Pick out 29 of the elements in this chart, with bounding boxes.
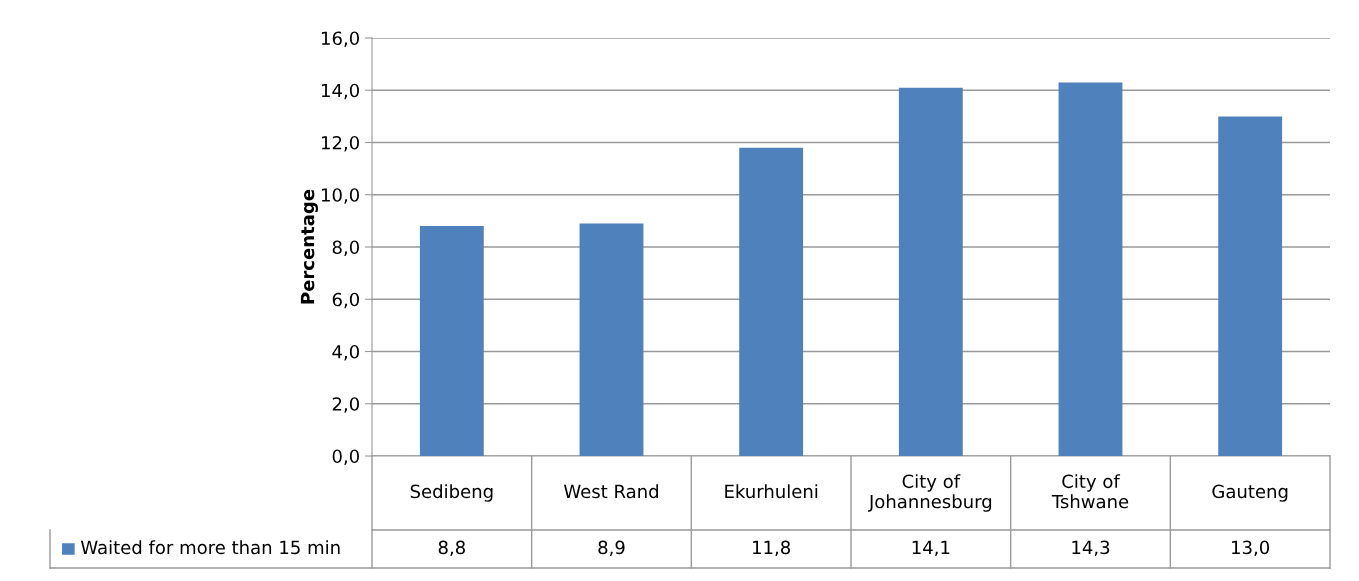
y-tick-label: 8,0 [332,240,359,256]
x-tick-label: City of Johannesburg [868,474,992,512]
x-tick-label: Sedibeng [410,484,493,502]
bar [739,147,804,456]
bar [419,226,484,456]
x-tick-label: City of Tshwane [1051,474,1129,509]
bar [898,87,963,456]
data-label: 14,3 [1072,540,1110,557]
data-label: 13,0 [1232,540,1270,557]
data-label: 8,9 [598,540,625,557]
x-tick-label: West Rand [563,484,658,499]
data-label: 11,8 [753,540,791,557]
data-label: 8,8 [438,540,465,557]
bar [1218,116,1283,456]
y-axis-title: Percentage [300,189,318,304]
legend-label: Waited for more than 15 min [80,540,340,555]
y-tick-label: 0,0 [332,449,359,465]
y-tick-label: 14,0 [321,83,359,100]
y-tick-label: 16,0 [321,31,359,47]
data-label: 14,1 [912,540,950,557]
y-tick-label: 4,0 [332,344,359,361]
bar [1058,82,1123,456]
y-tick-label: 10,0 [321,188,359,204]
y-tick-label: 6,0 [332,292,359,309]
bar [579,223,644,456]
y-tick-label: 2,0 [332,397,359,413]
x-tick-label: Ekurhuleni [725,484,818,499]
y-tick-label: 12,0 [321,135,359,152]
x-tick-label: Gauteng [1212,484,1288,502]
